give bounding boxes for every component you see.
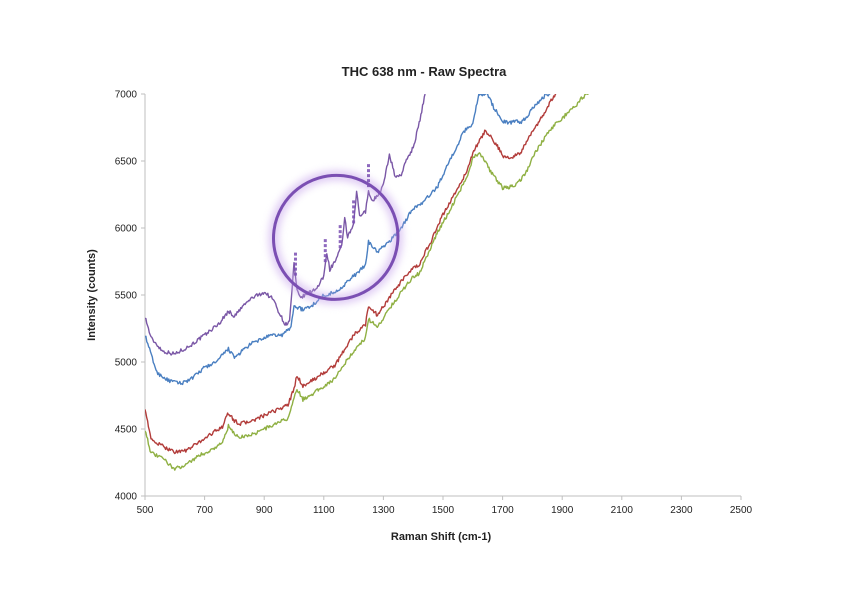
- y-tick-label: 4000: [115, 492, 138, 503]
- x-tick-label: 1300: [372, 505, 395, 516]
- x-tick-label: 2100: [611, 505, 634, 516]
- y-tick-label: 4500: [115, 425, 138, 436]
- y-tick-label: 7000: [115, 90, 138, 101]
- y-axis: 4000 4500 5000 5500 6000 6500 7000: [115, 90, 145, 503]
- x-tick-label: 2300: [670, 505, 693, 516]
- x-tick-label: 1700: [491, 505, 514, 516]
- x-tick-label: 1900: [551, 505, 574, 516]
- series-line-1: [145, 94, 426, 356]
- x-tick-label: 500: [137, 505, 154, 516]
- series-line-3: [145, 94, 557, 455]
- series-line-4: [145, 94, 589, 471]
- y-tick-label: 5500: [115, 291, 138, 302]
- x-tick-label: 1500: [432, 505, 455, 516]
- series-layer: [145, 94, 589, 471]
- x-tick-label: 700: [196, 505, 213, 516]
- annotation-layer: [268, 163, 403, 305]
- chart-title: THC 638 nm - Raw Spectra: [342, 64, 507, 79]
- x-tick-label: 1100: [313, 505, 335, 516]
- series-line-2: [145, 94, 551, 386]
- x-axis-title: Raman Shift (cm-1): [391, 531, 492, 543]
- annotation-ellipse: [271, 173, 400, 301]
- y-tick-label: 6000: [115, 224, 138, 235]
- y-tick-label: 5000: [115, 358, 138, 369]
- y-tick-label: 6500: [115, 157, 138, 168]
- x-axis: 500 700 900 1100 1300 1500 1700 1900 2100 2300 250…: [137, 496, 753, 516]
- x-tick-label: 900: [256, 505, 273, 516]
- y-axis-title: Intensity (counts): [86, 249, 98, 341]
- x-tick-label: 2500: [730, 505, 753, 516]
